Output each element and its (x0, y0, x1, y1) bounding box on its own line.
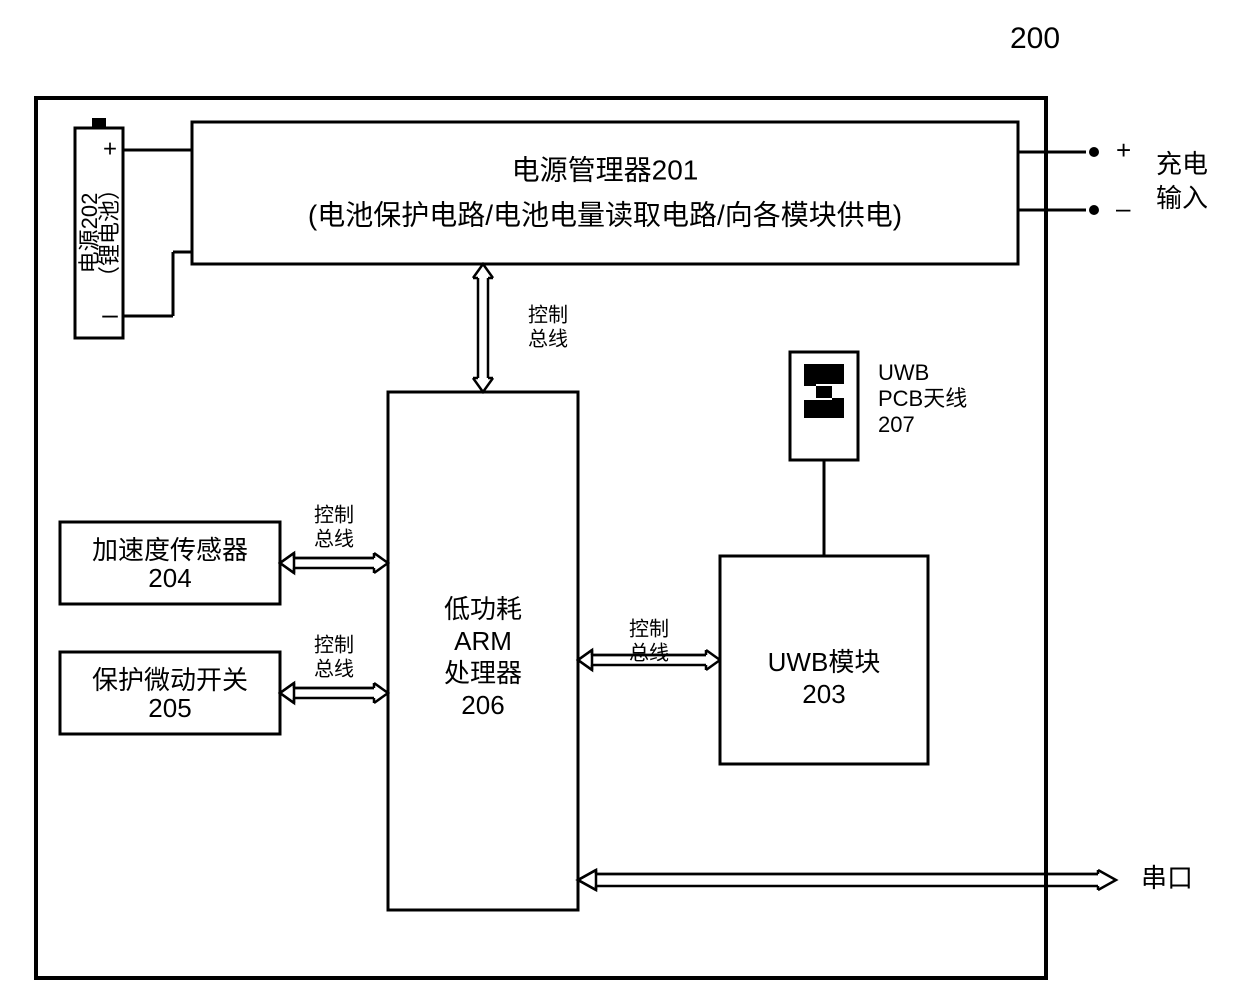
svg-text:(电池保护电路/电池电量读取电路/向各模块供电): (电池保护电路/电池电量读取电路/向各模块供电) (308, 199, 902, 230)
svg-text:+: + (103, 135, 117, 162)
svg-text:保护微动开关: 保护微动开关 (92, 665, 248, 695)
svg-text:204: 204 (148, 563, 191, 593)
svg-text:PCB天线: PCB天线 (878, 386, 967, 411)
svg-text:控制: 控制 (629, 617, 669, 640)
svg-text:203: 203 (802, 679, 845, 709)
svg-text:总线: 总线 (314, 527, 354, 550)
power-manager-box (192, 122, 1018, 264)
svg-text:（锂电池）: （锂电池） (97, 178, 122, 288)
svg-text:加速度传感器: 加速度传感器 (92, 535, 248, 565)
svg-text:充电: 充电 (1156, 149, 1208, 179)
diagram-id-label: 200 (1010, 22, 1060, 55)
svg-text:处理器: 处理器 (444, 658, 522, 688)
svg-text:–: – (102, 298, 118, 329)
svg-text:总线: 总线 (314, 657, 354, 680)
svg-text:ARM: ARM (454, 626, 512, 656)
svg-text:UWB: UWB (878, 360, 929, 385)
svg-text:控制: 控制 (528, 303, 568, 326)
svg-text:串口: 串口 (1141, 863, 1193, 893)
svg-text:总线: 总线 (629, 641, 669, 664)
svg-text:UWB模块: UWB模块 (768, 647, 881, 677)
svg-text:输入: 输入 (1156, 183, 1208, 213)
svg-text:–: – (1116, 193, 1131, 223)
svg-text:控制: 控制 (314, 633, 354, 656)
svg-text:205: 205 (148, 693, 191, 723)
svg-text:控制: 控制 (314, 503, 354, 526)
svg-text:207: 207 (878, 412, 915, 437)
svg-text:电源管理器201: 电源管理器201 (512, 154, 699, 185)
svg-text:总线: 总线 (528, 327, 568, 350)
block-diagram: 200电源管理器201(电池保护电路/电池电量读取电路/向各模块供电)+–电源2… (0, 0, 1240, 1002)
svg-text:+: + (1116, 135, 1131, 165)
svg-text:206: 206 (461, 690, 504, 720)
svg-text:低功耗: 低功耗 (444, 594, 522, 624)
